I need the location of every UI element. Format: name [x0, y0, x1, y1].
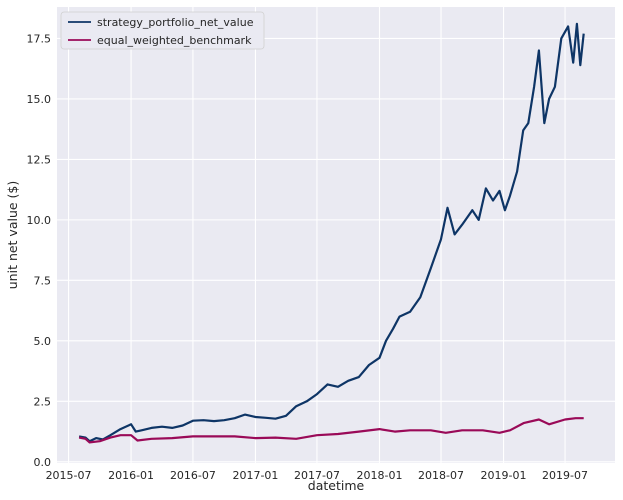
- y-axis-label: unit net value ($): [5, 181, 20, 290]
- y-tick-label: 15.0: [27, 93, 52, 106]
- y-axis-ticks: 0.0 2.5 5.0 7.5 10.0 12.5 15.0 17.5: [27, 32, 52, 468]
- y-tick-label: 17.5: [27, 32, 52, 45]
- legend-label-strategy: strategy_portfolio_net_value: [97, 16, 254, 29]
- series-line-benchmark: [78, 417, 584, 444]
- y-tick-label: 12.5: [27, 153, 52, 166]
- y-tick-label: 7.5: [34, 274, 52, 287]
- x-tick-label: 2016-07: [170, 469, 216, 482]
- x-tick-label: 2018-07: [418, 469, 464, 482]
- series-line-strategy: [78, 22, 585, 443]
- x-tick-label: 2018-01: [357, 469, 403, 482]
- grid-lines: [57, 7, 615, 463]
- x-tick-label: 2015-07: [46, 469, 92, 482]
- series-layer: [78, 22, 585, 444]
- x-tick-label: 2017-01: [232, 469, 278, 482]
- y-tick-label: 10.0: [27, 214, 52, 227]
- y-tick-label: 2.5: [34, 395, 52, 408]
- x-tick-label: 2019-07: [542, 469, 588, 482]
- y-tick-label: 0.0: [34, 456, 52, 469]
- x-tick-label: 2016-01: [108, 469, 154, 482]
- legend: strategy_portfolio_net_value equal_weigh…: [60, 11, 265, 50]
- legend-label-benchmark: equal_weighted_benchmark: [97, 34, 252, 47]
- y-tick-label: 5.0: [34, 335, 52, 348]
- x-tick-label: 2017-07: [294, 469, 340, 482]
- legend-box: [60, 11, 265, 50]
- plot-background: [57, 7, 615, 463]
- x-axis-label: datetime: [308, 478, 365, 493]
- x-axis-ticks: 2015-07 2016-01 2016-07 2017-01 2017-07 2018-…: [46, 469, 588, 482]
- x-tick-label: 2019-01: [481, 469, 527, 482]
